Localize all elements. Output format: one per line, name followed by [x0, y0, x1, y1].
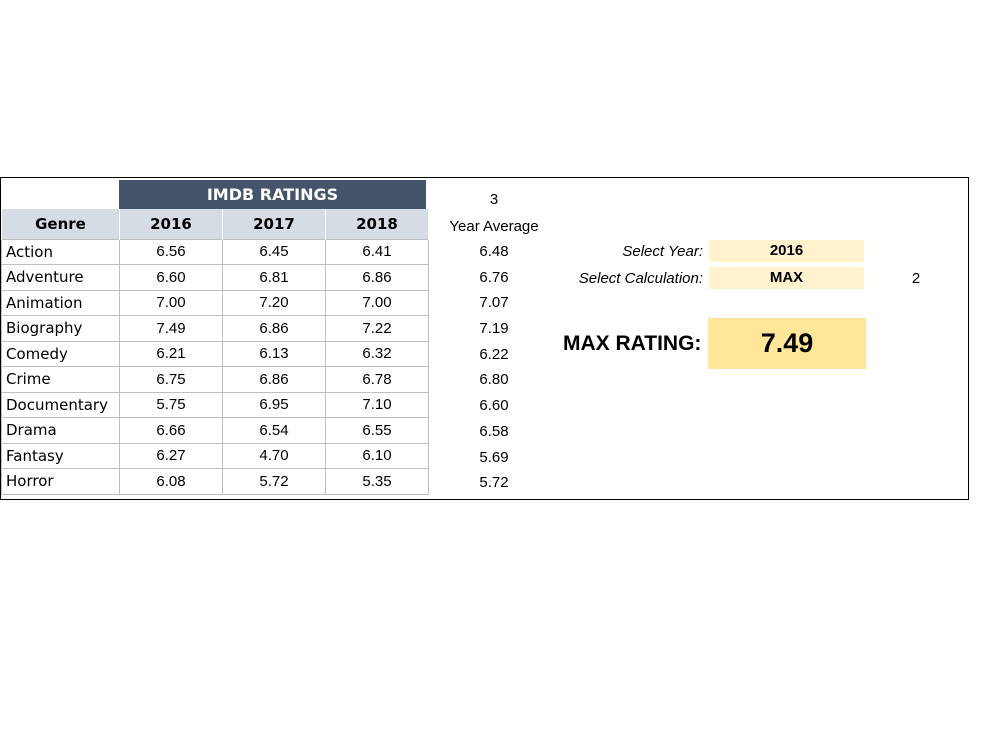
rating-2017-cell[interactable]: 6.86: [222, 315, 326, 342]
rating-2017-cell[interactable]: 6.81: [222, 264, 326, 291]
table-row: Biography 7.49 6.86 7.22: [1, 315, 429, 342]
year-average-cell[interactable]: 6.58: [479, 422, 509, 440]
column-header-genre[interactable]: Genre: [1, 209, 120, 239]
genre-cell[interactable]: Animation: [1, 289, 120, 316]
genre-cell[interactable]: Fantasy: [1, 442, 120, 469]
rating-2016-cell[interactable]: 7.49: [119, 315, 223, 342]
spreadsheet-frame: IMDB RATINGS 3 Year Average Genre 2016 2…: [0, 177, 969, 500]
rating-2016-cell[interactable]: 6.60: [119, 264, 223, 291]
year-average-cell[interactable]: 7.19: [479, 320, 509, 338]
rating-2018-cell[interactable]: 6.86: [325, 264, 429, 291]
table-row: Fantasy 6.27 4.70 6.10: [1, 442, 429, 469]
select-year-label: Select Year:: [622, 243, 703, 260]
year-average-cell[interactable]: 5.69: [479, 448, 509, 466]
genre-cell[interactable]: Comedy: [1, 340, 120, 367]
rating-2018-cell[interactable]: 7.22: [325, 315, 429, 342]
table-row: Action 6.56 6.45 6.41: [1, 238, 429, 265]
column-header-2018[interactable]: 2018: [325, 209, 429, 239]
year-average-cell[interactable]: 6.80: [479, 371, 509, 389]
rating-2016-cell[interactable]: 6.75: [119, 366, 223, 393]
year-average-cell[interactable]: 7.07: [479, 294, 509, 312]
rating-2018-cell[interactable]: 7.10: [325, 391, 429, 418]
select-calculation-label: Select Calculation:: [578, 270, 703, 287]
rating-2016-cell[interactable]: 6.21: [119, 340, 223, 367]
year-average-cell[interactable]: 6.76: [479, 268, 509, 286]
rating-2016-cell[interactable]: 6.66: [119, 417, 223, 444]
rating-2018-cell[interactable]: 6.41: [325, 238, 429, 265]
table-row: Crime 6.75 6.86 6.78: [1, 366, 429, 393]
table-row: Documentary 5.75 6.95 7.10: [1, 391, 429, 418]
rating-2016-cell[interactable]: 6.56: [119, 238, 223, 265]
year-average-cell[interactable]: 5.72: [479, 474, 509, 492]
result-label: MAX RATING:: [563, 332, 702, 355]
rating-2017-cell[interactable]: 6.13: [222, 340, 326, 367]
imdb-ratings-header: IMDB RATINGS: [119, 180, 426, 209]
ratings-table: Genre 2016 2017 2018 Action 6.56 6.45 6.41 A…: [1, 209, 429, 495]
rating-2017-cell[interactable]: 6.95: [222, 391, 326, 418]
rating-2017-cell[interactable]: 6.86: [222, 366, 326, 393]
rating-2017-cell[interactable]: 6.54: [222, 417, 326, 444]
select-year-dropdown[interactable]: 2016: [709, 240, 864, 262]
genre-cell[interactable]: Documentary: [1, 391, 120, 418]
year-average-cell[interactable]: 6.22: [479, 345, 509, 363]
rating-2018-cell[interactable]: 6.10: [325, 442, 429, 469]
rating-2018-cell[interactable]: 6.78: [325, 366, 429, 393]
year-count-label: 3: [489, 191, 499, 208]
table-row: Adventure 6.60 6.81 6.86: [1, 264, 429, 291]
rating-2016-cell[interactable]: 5.75: [119, 391, 223, 418]
genre-cell[interactable]: Adventure: [1, 264, 120, 291]
year-average-cell[interactable]: 6.48: [479, 243, 509, 260]
rating-2018-cell[interactable]: 7.00: [325, 289, 429, 316]
rating-2018-cell[interactable]: 6.55: [325, 417, 429, 444]
genre-cell[interactable]: Horror: [1, 468, 120, 495]
rating-2016-cell[interactable]: 6.08: [119, 468, 223, 495]
rating-2017-cell[interactable]: 7.20: [222, 289, 326, 316]
genre-cell[interactable]: Drama: [1, 417, 120, 444]
table-row: Horror 6.08 5.72 5.35: [1, 468, 429, 495]
calculation-index-cell[interactable]: 2: [911, 270, 921, 287]
rating-2016-cell[interactable]: 6.27: [119, 442, 223, 469]
column-header-2016[interactable]: 2016: [119, 209, 223, 239]
rating-2017-cell[interactable]: 4.70: [222, 442, 326, 469]
genre-cell[interactable]: Crime: [1, 366, 120, 393]
select-calculation-dropdown[interactable]: MAX: [709, 267, 864, 289]
table-header-row: Genre 2016 2017 2018: [1, 209, 429, 239]
table-row: Drama 6.66 6.54 6.55: [1, 417, 429, 444]
rating-2017-cell[interactable]: 6.45: [222, 238, 326, 265]
year-average-column: 6.48 6.76 7.07 7.19 6.22 6.80 6.60 6.58 5.69 5.72: [439, 239, 549, 496]
year-average-cell[interactable]: 6.60: [479, 397, 509, 415]
result-value-cell[interactable]: 7.49: [708, 318, 866, 369]
rating-2018-cell[interactable]: 5.35: [325, 468, 429, 495]
rating-2017-cell[interactable]: 5.72: [222, 468, 326, 495]
rating-2016-cell[interactable]: 7.00: [119, 289, 223, 316]
genre-cell[interactable]: Action: [1, 238, 120, 265]
table-row: Animation 7.00 7.20 7.00: [1, 289, 429, 316]
rating-2018-cell[interactable]: 6.32: [325, 340, 429, 367]
column-header-2017[interactable]: 2017: [222, 209, 326, 239]
genre-cell[interactable]: Biography: [1, 315, 120, 342]
table-row: Comedy 6.21 6.13 6.32: [1, 340, 429, 367]
year-average-label: Year Average: [449, 218, 539, 235]
